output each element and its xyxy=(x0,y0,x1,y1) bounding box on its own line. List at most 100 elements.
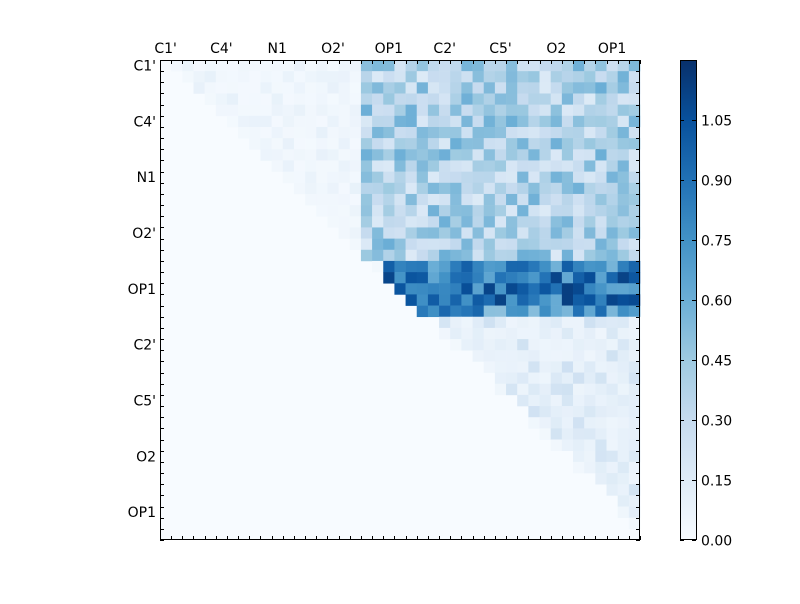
heatmap-cell xyxy=(528,182,540,195)
heatmap-cell xyxy=(439,149,451,161)
heatmap-cell xyxy=(472,193,485,206)
heatmap-cell xyxy=(349,149,362,161)
heatmap-cell xyxy=(595,227,607,239)
x-tick-label: C1' xyxy=(154,41,177,57)
heatmap-cell xyxy=(584,193,596,206)
heatmap-cell xyxy=(405,249,418,262)
heatmap-cell xyxy=(316,126,328,139)
heatmap-cell xyxy=(606,316,618,329)
heatmap-cell xyxy=(461,138,473,150)
heatmap-cell xyxy=(617,93,630,105)
heatmap-cell xyxy=(595,60,607,72)
heatmap-cell xyxy=(539,115,551,128)
heatmap-cell xyxy=(416,104,429,117)
heatmap-cell xyxy=(483,238,496,251)
heatmap-cell xyxy=(606,383,618,396)
heatmap-cell xyxy=(584,104,596,117)
heatmap-cell xyxy=(517,238,529,251)
heatmap-cell xyxy=(573,149,585,161)
heatmap-cell xyxy=(472,82,485,94)
heatmap-cell xyxy=(628,272,641,284)
heatmap-cell xyxy=(383,260,395,273)
heatmap-cell xyxy=(561,372,574,385)
heatmap-cell xyxy=(383,93,395,105)
heatmap-cell xyxy=(584,249,596,262)
heatmap-cell xyxy=(494,238,507,251)
heatmap-cell xyxy=(394,160,406,172)
heatmap-cell xyxy=(450,283,462,295)
heatmap-cell xyxy=(439,193,451,206)
heatmap-cell xyxy=(338,126,351,139)
heatmap-cell xyxy=(394,126,406,139)
heatmap-cell xyxy=(472,104,485,117)
heatmap-cell xyxy=(528,238,540,251)
heatmap-cell xyxy=(472,238,485,251)
heatmap-cell xyxy=(305,60,317,72)
heatmap-cell xyxy=(606,294,618,306)
heatmap-cell xyxy=(483,182,496,195)
heatmap-cell xyxy=(550,439,563,451)
heatmap-cell xyxy=(584,126,596,139)
heatmap-cell xyxy=(617,327,630,340)
heatmap-cell xyxy=(427,149,440,161)
heatmap-cell xyxy=(461,182,473,195)
heatmap-cell xyxy=(494,193,507,206)
heatmap-cell xyxy=(461,93,473,105)
heatmap-cell xyxy=(617,305,630,318)
heatmap-cell xyxy=(316,138,328,150)
heatmap-cell xyxy=(584,417,596,429)
heatmap-cell xyxy=(584,71,596,83)
heatmap-cell xyxy=(394,171,406,184)
heatmap-cell xyxy=(293,149,306,161)
heatmap-cell xyxy=(539,383,551,396)
heatmap-cell xyxy=(628,484,641,496)
heatmap-cell xyxy=(595,272,607,284)
heatmap-cell xyxy=(416,227,429,239)
colorbar-tick-label: 0.90 xyxy=(701,174,732,190)
heatmap-cell xyxy=(349,71,362,83)
heatmap-cell xyxy=(450,216,462,228)
heatmap-cell xyxy=(372,126,384,139)
heatmap-cell xyxy=(383,71,395,83)
heatmap-cell xyxy=(394,82,406,94)
heatmap-cell xyxy=(349,115,362,128)
heatmap-cell xyxy=(472,115,485,128)
heatmap-cell xyxy=(349,160,362,172)
heatmap-cell xyxy=(550,372,563,385)
heatmap-cell xyxy=(628,506,641,518)
heatmap-cell xyxy=(584,461,596,474)
heatmap-cell xyxy=(316,71,328,83)
heatmap-cell xyxy=(461,238,473,251)
heatmap-cell xyxy=(360,205,373,217)
heatmap-cell xyxy=(494,104,507,117)
heatmap-cell xyxy=(450,138,462,150)
heatmap-cell xyxy=(439,93,451,105)
heatmap-cell xyxy=(327,115,339,128)
heatmap-cell xyxy=(338,227,351,239)
heatmap-cell xyxy=(327,60,339,72)
heatmap-cell xyxy=(617,361,630,373)
heatmap-cell xyxy=(405,205,418,217)
heatmap-cell xyxy=(595,260,607,273)
heatmap-cell xyxy=(204,82,217,94)
heatmap-cell xyxy=(394,182,406,195)
heatmap-cell xyxy=(293,60,306,72)
heatmap-cell xyxy=(517,294,529,306)
heatmap-cell xyxy=(517,372,529,385)
heatmap-cell xyxy=(461,82,473,94)
heatmap-cell xyxy=(539,417,551,429)
heatmap-cell xyxy=(249,115,261,128)
heatmap-cell xyxy=(628,428,641,440)
heatmap-cell xyxy=(528,350,540,362)
heatmap-cell xyxy=(461,205,473,217)
heatmap-cell xyxy=(215,104,228,117)
heatmap-cell xyxy=(494,339,507,351)
heatmap-cell xyxy=(472,327,485,340)
heatmap-cell xyxy=(617,138,630,150)
heatmap-cell xyxy=(450,193,462,206)
heatmap-cell xyxy=(573,126,585,139)
heatmap-cell xyxy=(494,383,507,396)
heatmap-cell xyxy=(416,138,429,150)
heatmap-cell xyxy=(506,193,518,206)
